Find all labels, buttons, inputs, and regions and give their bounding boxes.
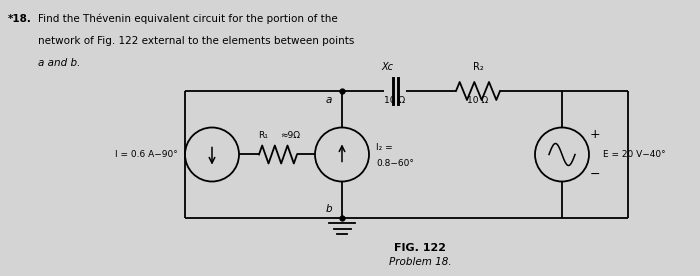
Text: 0.8−60°: 0.8−60° [376,159,414,168]
Text: Problem 18.: Problem 18. [389,257,452,267]
Text: E = 20 V−40°: E = 20 V−40° [603,150,666,159]
Text: *18.: *18. [8,14,32,24]
Text: FIG. 122: FIG. 122 [394,243,446,253]
Text: Xc: Xc [381,62,393,72]
Text: I₂ =: I₂ = [376,143,393,152]
Text: −: − [589,168,601,181]
Text: Find the Thévenin equivalent circuit for the portion of the: Find the Thévenin equivalent circuit for… [38,14,337,25]
Text: I = 0.6 A−90°: I = 0.6 A−90° [116,150,178,159]
Text: R₂: R₂ [473,62,484,72]
Text: a and b.: a and b. [38,58,80,68]
Text: a: a [326,95,332,105]
Text: 10 Ω: 10 Ω [384,96,405,105]
Text: b: b [326,204,332,214]
Text: 10 Ω: 10 Ω [468,96,489,105]
Text: network of Fig. 122 external to the elements between points: network of Fig. 122 external to the elem… [38,36,354,46]
Text: ≈9Ω: ≈9Ω [280,131,300,140]
Text: R₁: R₁ [258,131,268,140]
Text: +: + [589,128,601,141]
